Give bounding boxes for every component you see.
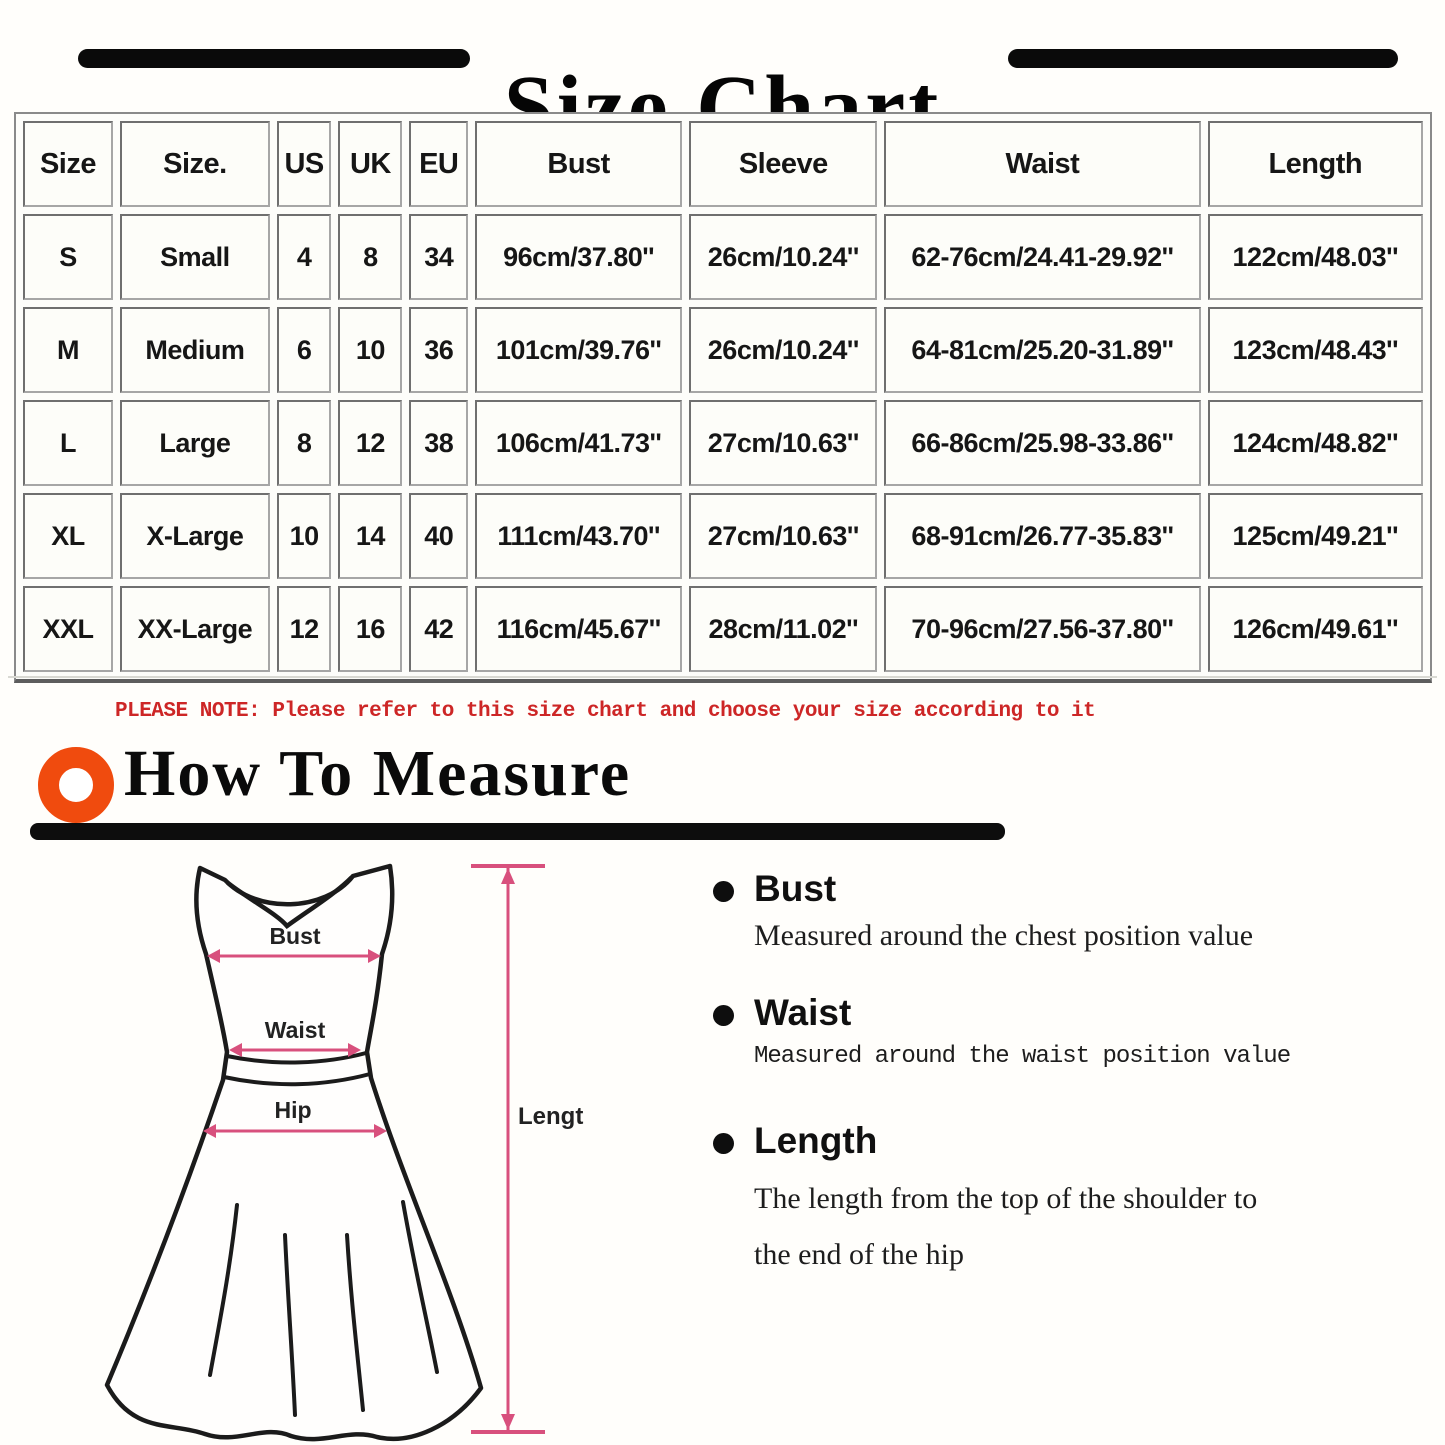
table-cell: 42 (409, 586, 469, 672)
table-row: XXL XX-Large 12 16 42 116cm/45.67'' 28cm… (23, 586, 1423, 672)
column-header: Length (1207, 121, 1423, 207)
bullet-icon (713, 1133, 734, 1154)
measure-item-length: Length The length from the top of the sh… (713, 1120, 1257, 1283)
measure-description: The length from the top of the shoulder … (754, 1182, 1258, 1271)
table-cell: 126cm/49.61'' (1207, 586, 1423, 672)
column-header: Waist (884, 121, 1201, 207)
measure-label: Waist (754, 992, 852, 1033)
title-rule-left (78, 49, 470, 68)
size-table-wrapper: Size Size. US UK EU Bust Sleeve Waist Le… (14, 112, 1432, 683)
how-to-measure-heading: How To Measure (124, 737, 632, 810)
table-cell: 4 (276, 214, 332, 300)
column-header: US (276, 121, 332, 207)
table-cell: XXL (23, 586, 113, 672)
table-row: L Large 8 12 38 106cm/41.73'' 27cm/10.63… (23, 400, 1423, 486)
table-header-row: Size Size. US UK EU Bust Sleeve Waist Le… (23, 121, 1423, 207)
table-cell: Small (119, 214, 270, 300)
table-cell: 8 (276, 400, 332, 486)
table-cell: 125cm/49.21'' (1207, 493, 1423, 579)
table-cell: 26cm/10.24'' (689, 214, 878, 300)
table-cell: S (23, 214, 113, 300)
table-cell: 124cm/48.82'' (1207, 400, 1423, 486)
section-divider (8, 676, 1437, 678)
measure-description: Measured around the chest position value (754, 919, 1254, 952)
measure-label: Bust (754, 868, 837, 909)
hip-diagram-label: Hip (274, 1097, 311, 1123)
column-header: Bust (475, 121, 683, 207)
table-cell: 64-81cm/25.20-31.89'' (884, 307, 1201, 393)
table-row: M Medium 6 10 36 101cm/39.76'' 26cm/10.2… (23, 307, 1423, 393)
table-cell: 70-96cm/27.56-37.80'' (884, 586, 1201, 672)
table-cell: 101cm/39.76'' (475, 307, 683, 393)
table-cell: 116cm/45.67'' (475, 586, 683, 672)
measure-description: Measured around the waist position value (754, 1043, 1291, 1070)
dress-measurement-diagram: Bust Waist Hip Length (104, 863, 585, 1442)
bullet-icon (713, 1005, 734, 1026)
column-header: Size. (119, 121, 270, 207)
table-row: XL X-Large 10 14 40 111cm/43.70'' 27cm/1… (23, 493, 1423, 579)
table-cell: 27cm/10.63'' (689, 493, 878, 579)
table-cell: 38 (409, 400, 469, 486)
table-cell: 96cm/37.80'' (475, 214, 683, 300)
measure-item-waist: Waist Measured around the waist position… (713, 992, 1291, 1070)
bust-diagram-label: Bust (269, 923, 320, 949)
table-cell: 62-76cm/24.41-29.92'' (884, 214, 1201, 300)
table-cell: 122cm/48.03'' (1207, 214, 1423, 300)
dress-neckline (225, 875, 354, 930)
please-note-text: PLEASE NOTE: Please refer to this size c… (115, 700, 1096, 723)
table-cell: M (23, 307, 113, 393)
dress-waistband (222, 1051, 372, 1087)
dress-pleats (208, 1200, 439, 1417)
table-cell: L (23, 400, 113, 486)
column-header: Sleeve (689, 121, 878, 207)
table-cell: 16 (338, 586, 403, 672)
table-cell: 26cm/10.24'' (689, 307, 878, 393)
table-cell: 123cm/48.43'' (1207, 307, 1423, 393)
table-cell: 68-91cm/26.77-35.83'' (884, 493, 1201, 579)
column-header: UK (338, 121, 403, 207)
table-cell: 14 (338, 493, 403, 579)
table-cell: 40 (409, 493, 469, 579)
table-cell: 106cm/41.73'' (475, 400, 683, 486)
table-cell: XX-Large (119, 586, 270, 672)
length-diagram-label: Length (518, 1103, 585, 1130)
table-cell: Large (119, 400, 270, 486)
table-cell: 12 (276, 586, 332, 672)
column-header: EU (409, 121, 469, 207)
table-cell: 111cm/43.70'' (475, 493, 683, 579)
table-cell: 10 (276, 493, 332, 579)
heading-underline (30, 823, 1005, 840)
table-cell: Medium (119, 307, 270, 393)
table-cell: 8 (338, 214, 403, 300)
column-header: Size (23, 121, 113, 207)
table-cell: 66-86cm/25.98-33.86'' (884, 400, 1201, 486)
measure-label: Length (754, 1120, 878, 1161)
table-row: S Small 4 8 34 96cm/37.80'' 26cm/10.24''… (23, 214, 1423, 300)
table-cell: XL (23, 493, 113, 579)
table-cell: 27cm/10.63'' (689, 400, 878, 486)
table-cell: 10 (338, 307, 403, 393)
size-table: Size Size. US UK EU Bust Sleeve Waist Le… (16, 114, 1430, 679)
dress-outline (104, 863, 484, 1442)
waist-diagram-label: Waist (265, 1017, 326, 1043)
title-rule-right (1008, 49, 1398, 68)
table-cell: 34 (409, 214, 469, 300)
ring-icon (38, 747, 114, 823)
measure-item-bust: Bust Measured around the chest position … (713, 868, 1253, 953)
table-cell: 28cm/11.02'' (689, 586, 878, 672)
table-cell: 36 (409, 307, 469, 393)
table-cell: 6 (276, 307, 332, 393)
measurement-arrows (203, 864, 545, 1434)
table-cell: X-Large (119, 493, 270, 579)
table-cell: 12 (338, 400, 403, 486)
bullet-icon (713, 881, 734, 902)
